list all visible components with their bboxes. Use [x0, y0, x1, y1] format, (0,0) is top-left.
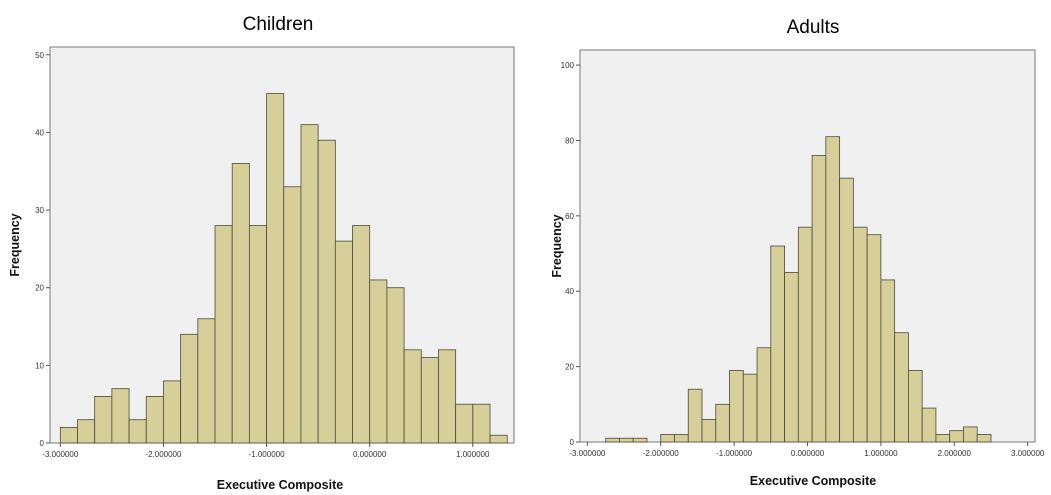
y-axis-ticks: 0 20 40 60 80 100: [561, 61, 580, 447]
histogram-bar: [352, 225, 371, 444]
x-tick-label: -2.000000: [145, 450, 182, 459]
histogram-bar: [111, 388, 130, 444]
histogram-bar: [128, 419, 147, 444]
histogram-bar: [386, 287, 405, 444]
adults-histogram: Adults 0 20 40 60 80 100 -3.000000 -2.000000 -1…: [550, 17, 1045, 488]
histogram-bar: [163, 380, 182, 444]
x-axis-title: Executive Composite: [217, 478, 343, 492]
histogram-bar: [248, 225, 267, 444]
bars-group: [605, 136, 992, 443]
x-tick-label: -3.000000: [42, 450, 79, 459]
y-tick-label: 0: [570, 438, 575, 447]
histogram-bar: [894, 332, 909, 443]
x-tick-label: 1.000000: [456, 450, 490, 459]
x-tick-label: 0.000000: [791, 449, 825, 458]
histogram-bar: [687, 388, 703, 443]
y-tick-label: 80: [565, 136, 574, 145]
y-axis-title: Frequency: [550, 214, 564, 277]
histogram-bar: [300, 124, 319, 444]
y-tick-label: 30: [35, 206, 44, 215]
x-tick-label: -1.000000: [716, 449, 753, 458]
histogram-bar: [852, 226, 868, 443]
histogram-bar: [489, 434, 508, 444]
x-axis-title: Executive Composite: [750, 474, 876, 488]
histogram-bar: [180, 333, 199, 444]
histogram-bar: [632, 437, 648, 443]
histogram-bar: [266, 93, 285, 444]
x-tick-label: -2.000000: [643, 449, 680, 458]
histogram-bar: [619, 437, 634, 443]
chart-title: Children: [243, 14, 314, 35]
histogram-bar: [283, 186, 302, 444]
histogram-bar: [317, 139, 336, 444]
histogram-bar: [935, 434, 951, 443]
histogram-bar: [756, 347, 772, 443]
x-tick-label: -1.000000: [249, 450, 286, 459]
histogram-bar: [880, 279, 896, 443]
histogram-bar: [729, 369, 744, 443]
y-tick-label: 100: [561, 61, 575, 70]
histogram-bar: [797, 226, 813, 443]
x-axis-ticks: -3.000000 -2.000000 -1.000000 0.000000 1.000…: [569, 442, 1045, 458]
histogram-bar: [145, 396, 164, 444]
histogram-bar: [403, 349, 422, 444]
histogram-bar: [455, 403, 474, 444]
y-tick-label: 0: [40, 439, 45, 448]
y-tick-label: 20: [35, 284, 44, 293]
histogram-bar: [742, 373, 758, 443]
histogram-bar: [59, 427, 78, 444]
histogram-bar: [784, 271, 799, 443]
x-tick-label: 3.000000: [1011, 449, 1045, 458]
x-tick-label: -3.000000: [569, 449, 606, 458]
x-axis-ticks: -3.000000 -2.000000 -1.000000 0.000000 1.000…: [42, 443, 490, 459]
histogram-bar: [94, 396, 113, 444]
histogram-bar: [77, 419, 96, 444]
x-tick-label: 0.000000: [353, 450, 387, 459]
histogram-bar: [701, 418, 717, 443]
y-axis-ticks: 0 10 20 30 40 50: [35, 51, 50, 448]
histogram-bar: [976, 434, 992, 443]
y-tick-label: 50: [35, 51, 44, 60]
histogram-bar: [963, 426, 978, 443]
histogram-bar: [770, 245, 785, 443]
chart-title: Adults: [787, 17, 840, 38]
histogram-bar: [839, 177, 854, 443]
histogram-bar: [472, 403, 491, 444]
y-tick-label: 40: [565, 287, 574, 296]
y-tick-label: 20: [565, 363, 574, 372]
histogram-bar: [825, 136, 841, 443]
histogram-bar: [715, 403, 730, 443]
histogram-bar: [660, 434, 675, 443]
y-axis-title: Frequency: [8, 213, 22, 276]
histogram-bar: [334, 240, 353, 444]
histogram-bar: [369, 279, 388, 444]
y-tick-label: 10: [35, 361, 44, 370]
y-tick-label: 60: [565, 212, 574, 221]
histogram-bar: [214, 225, 233, 444]
histogram-bar: [908, 369, 923, 443]
y-tick-label: 40: [35, 128, 44, 137]
histogram-bar: [420, 357, 439, 444]
histogram-bar: [949, 430, 964, 443]
histogram-bar: [811, 155, 827, 443]
x-tick-label: 2.000000: [938, 449, 972, 458]
histogram-bar: [674, 434, 689, 443]
bars-group: [59, 93, 508, 444]
histogram-bar: [231, 163, 250, 444]
histogram-bar: [866, 234, 882, 443]
histogram-bar: [197, 318, 216, 444]
histogram-bar: [438, 349, 457, 444]
histogram-bar: [605, 437, 620, 443]
x-tick-label: 1.000000: [864, 449, 898, 458]
histogram-bar: [921, 407, 937, 443]
